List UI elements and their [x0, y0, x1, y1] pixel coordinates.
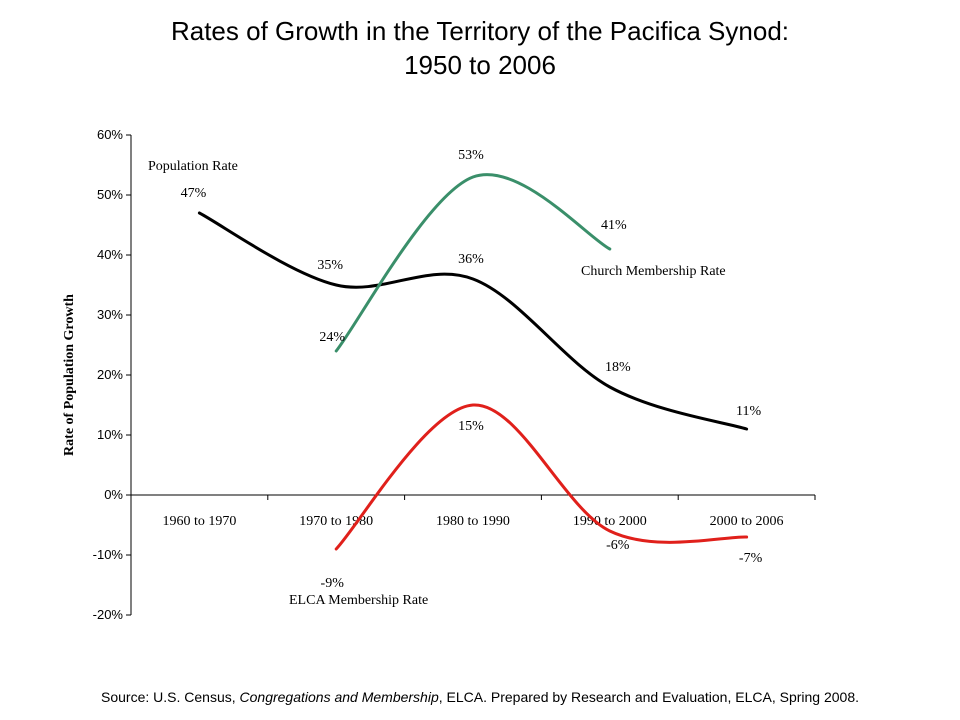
chart-title: Rates of Growth in the Territory of the … — [0, 14, 960, 82]
series-line-2 — [334, 173, 612, 353]
data-label: 36% — [458, 252, 484, 267]
chart-title-line-2: 1950 to 2006 — [404, 50, 556, 80]
data-label: 24% — [319, 330, 345, 345]
series-line-3 — [334, 403, 749, 551]
source-suffix: , ELCA. Prepared by Research and Evaluat… — [438, 689, 859, 705]
series-name-label: ELCA Membership Rate — [289, 593, 428, 608]
y-tick-label: -20% — [93, 607, 124, 622]
x-tick-label: 1980 to 1990 — [436, 514, 510, 529]
data-label: 35% — [317, 258, 343, 273]
data-label: 41% — [601, 218, 627, 233]
series-name-label: Population Rate — [148, 159, 238, 174]
data-label: -9% — [321, 576, 345, 591]
y-tick-label: -10% — [93, 547, 124, 562]
data-label: 18% — [605, 360, 631, 375]
y-tick-label: 40% — [97, 247, 123, 262]
data-label: -7% — [739, 551, 763, 566]
y-tick-label: 0% — [104, 487, 123, 502]
x-tick-label: 1990 to 2000 — [573, 514, 647, 529]
source-prefix: Source: U.S. Census, — [101, 689, 240, 705]
x-tick-label: 1960 to 1970 — [162, 514, 236, 529]
x-tick-label: 2000 to 2006 — [710, 514, 784, 529]
data-label: 15% — [458, 419, 484, 434]
source-publication: Congregations and Membership — [239, 689, 439, 705]
data-label: 11% — [736, 404, 761, 419]
data-label: 47% — [181, 186, 207, 201]
y-tick-label: 30% — [97, 307, 123, 322]
y-tick-label: 50% — [97, 187, 123, 202]
y-tick-label: 20% — [97, 367, 123, 382]
data-label: 53% — [458, 148, 484, 163]
chart-title-line-1: Rates of Growth in the Territory of the … — [170, 16, 790, 46]
y-axis-title: Rate of Population Growth — [62, 294, 77, 456]
y-tick-label: 60% — [97, 127, 123, 142]
y-tick-label: 10% — [97, 427, 123, 442]
data-label: -6% — [606, 538, 630, 553]
source-note: Source: U.S. Census, Congregations and M… — [0, 689, 960, 705]
series-name-label: Church Membership Rate — [581, 264, 726, 279]
series-line-1 — [197, 211, 749, 431]
